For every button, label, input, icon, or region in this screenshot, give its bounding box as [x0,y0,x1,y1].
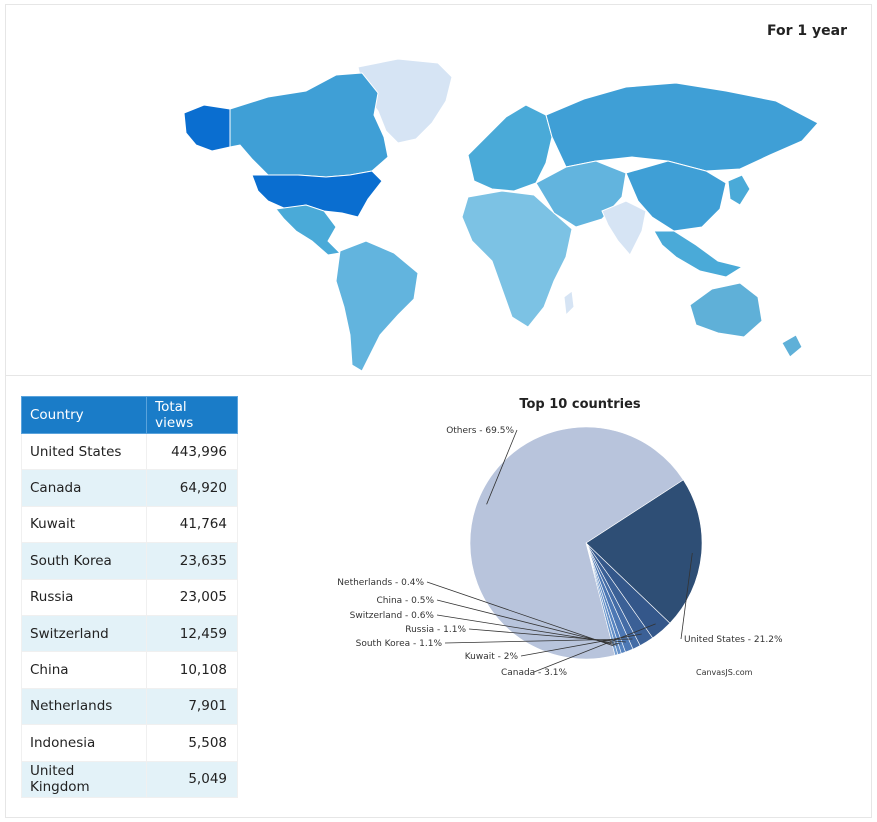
map-region-new-zealand[interactable] [781,334,803,358]
pie-chart: Top 10 countries United States - 21.2% Ca… [337,397,783,678]
table-row: Canada 64,920 [20,469,238,507]
table-header-row: Country Total views [20,396,238,434]
table-row: Indonesia 5,508 [20,724,238,762]
country-cell: Canada [20,469,148,507]
column-header-country[interactable]: Country [20,396,148,434]
world-map-panel: For 1 year [5,4,872,376]
pie-label-switzerland: Switzerland - 0.6% [350,611,435,621]
map-region-mexico[interactable] [275,204,342,256]
map-region-madagascar[interactable] [563,290,575,317]
map-region-australia[interactable] [689,282,763,338]
map-region-china[interactable] [625,160,727,232]
chart-credit[interactable]: CanvasJS.com [696,668,753,677]
pie-leader-line [436,599,617,646]
country-cell: United Kingdom [20,760,148,798]
views-cell: 10,108 [146,651,238,689]
pie-leader-line [533,623,656,673]
map-region-russia[interactable] [545,82,819,172]
bottom-panel: Country Total views United States 443,996… [5,376,872,818]
table-row: United Kingdom 5,049 [20,760,238,798]
country-cell: Switzerland [20,614,148,653]
map-region-japan[interactable] [727,174,751,206]
views-cell: 64,920 [146,469,238,507]
table-row: Kuwait 41,764 [20,505,238,544]
world-map [183,58,819,372]
pie-leader-line [426,581,615,647]
views-cell: 5,049 [146,760,238,798]
country-cell: Russia [20,578,148,616]
pie-label-china: China - 0.5% [376,596,434,606]
views-cell: 12,459 [146,614,238,653]
country-cell: Indonesia [20,724,148,762]
views-cell: 7,901 [146,687,238,726]
pie-label-canada: Canada - 3.1% [501,668,568,678]
country-cell: Netherlands [20,687,148,726]
map-region-united-states[interactable] [251,170,383,218]
pie-leader-line [520,633,642,657]
pie-slice-others[interactable] [469,426,684,660]
pie-label-kuwait: Kuwait - 2% [465,652,519,662]
column-header-total-views[interactable]: Total views [146,396,238,434]
map-region-canada[interactable] [229,72,389,178]
views-cell: 5,508 [146,724,238,762]
pie-slice-united-states[interactable] [585,479,703,624]
table-row: China 10,108 [20,651,238,689]
country-cell: United States [20,432,148,471]
views-cell: 41,764 [146,505,238,544]
pie-label-netherlands: Netherlands - 0.4% [337,578,424,588]
pie-leader-line [468,628,626,643]
table-row: Russia 23,005 [20,578,238,616]
pie-label-russia: Russia - 1.1% [405,625,466,635]
country-cell: China [20,651,148,689]
pie-leader-line [486,429,518,505]
country-cell: Kuwait [20,505,148,544]
map-region-south-america[interactable] [335,240,419,372]
views-table: Country Total views United States 443,996… [20,396,238,798]
pie-label-united-states: United States - 21.2% [684,635,783,645]
map-region-europe[interactable] [467,104,553,192]
country-cell: South Korea [20,542,148,580]
table-row: South Korea 23,635 [20,542,238,580]
table-row: Netherlands 7,901 [20,687,238,726]
period-label[interactable]: For 1 year [767,23,847,39]
pie-leader-line [680,552,693,640]
pie-label-south-korea: South Korea - 1.1% [356,639,443,649]
map-region-india[interactable] [601,200,647,256]
chart-title: Top 10 countries [519,397,641,412]
views-cell: 23,005 [146,578,238,616]
views-cell: 443,996 [146,432,238,471]
map-region-alaska[interactable] [183,104,231,152]
map-region-southeast-asia[interactable] [653,230,744,278]
pie-label-others: Others - 69.5% [446,426,514,436]
table-row: Switzerland 12,459 [20,614,238,653]
pie-leader-line [436,614,621,645]
map-region-africa[interactable] [461,190,573,328]
table-row: United States 443,996 [20,432,238,471]
views-cell: 23,635 [146,542,238,580]
